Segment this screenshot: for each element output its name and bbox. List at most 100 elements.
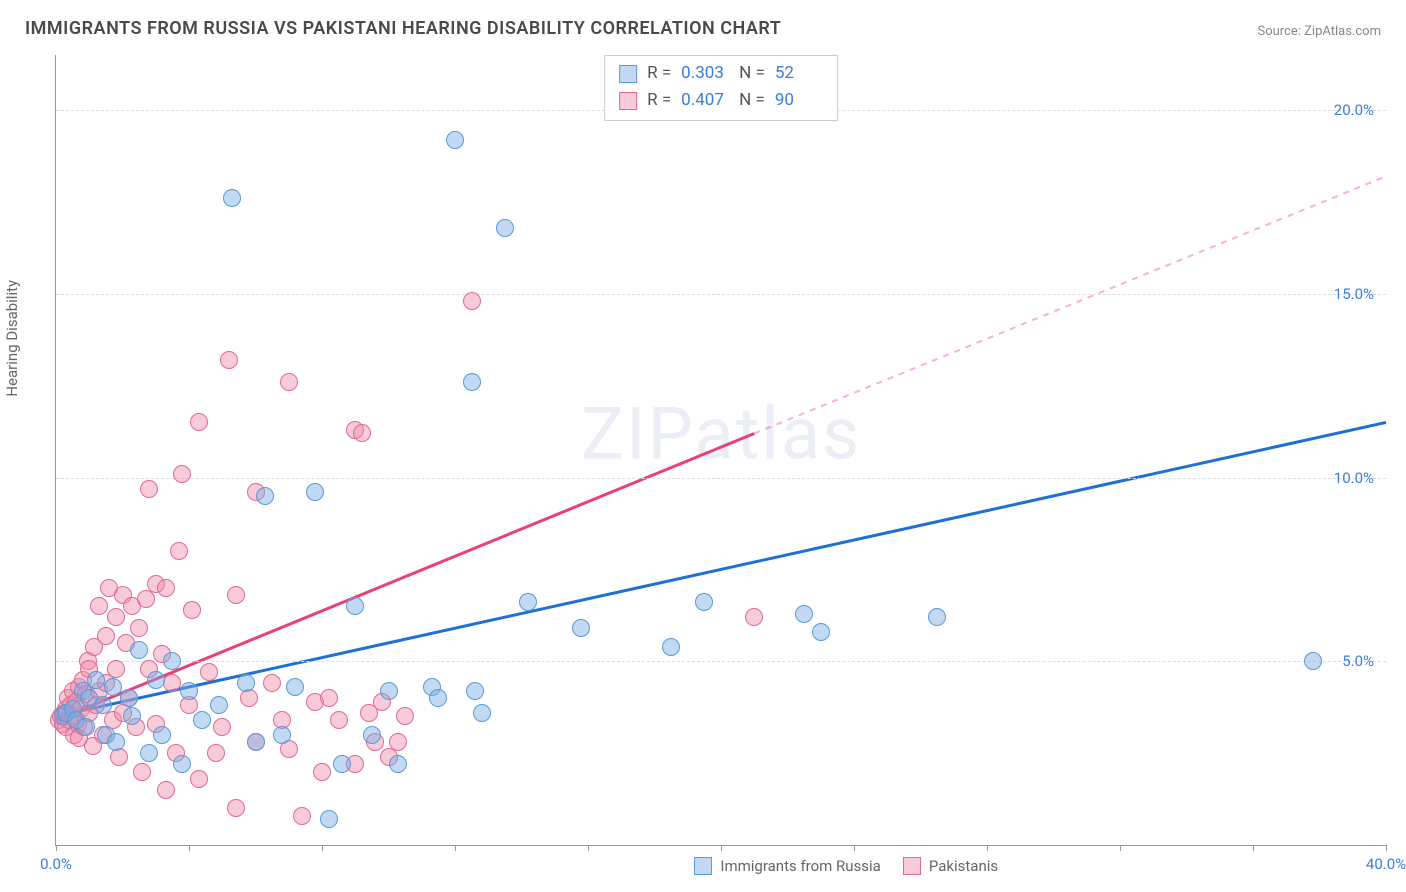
data-point	[183, 601, 201, 619]
data-point	[280, 373, 298, 391]
data-point	[389, 755, 407, 773]
stat-n-series1: 52	[775, 60, 823, 87]
data-point	[227, 799, 245, 817]
stat-n-series2: 90	[775, 87, 823, 114]
y-tick-label: 15.0%	[1334, 285, 1374, 303]
data-point	[200, 663, 218, 681]
data-point	[123, 707, 141, 725]
data-point	[97, 627, 115, 645]
y-tick-label: 5.0%	[1342, 652, 1374, 670]
data-point	[463, 292, 481, 310]
data-point	[190, 770, 208, 788]
data-point	[140, 744, 158, 762]
data-point	[153, 726, 171, 744]
trend-lines-layer	[56, 55, 1386, 845]
swatch-series2	[619, 92, 637, 110]
data-point	[213, 718, 231, 736]
trend-line	[754, 176, 1386, 433]
legend-swatch-series2	[903, 857, 921, 875]
data-point	[163, 652, 181, 670]
data-point	[120, 689, 138, 707]
data-point	[180, 682, 198, 700]
trend-line	[56, 422, 1386, 716]
data-point	[107, 660, 125, 678]
stats-row-series1: R = 0.303 N = 52	[619, 60, 823, 87]
stat-r-series2: 0.407	[681, 87, 729, 114]
stats-legend-box: R = 0.303 N = 52 R = 0.407 N = 90	[604, 55, 838, 121]
data-point	[207, 744, 225, 762]
data-point	[1304, 652, 1322, 670]
chart-container: IMMIGRANTS FROM RUSSIA VS PAKISTANI HEAR…	[0, 0, 1406, 892]
data-point	[320, 810, 338, 828]
data-point	[662, 638, 680, 656]
legend-label-series1: Immigrants from Russia	[720, 857, 880, 875]
data-point	[496, 219, 514, 237]
data-point	[396, 707, 414, 725]
data-point	[293, 807, 311, 825]
chart-source: Source: ZipAtlas.com	[1257, 24, 1381, 39]
data-point	[363, 726, 381, 744]
y-tick-label: 10.0%	[1334, 469, 1374, 487]
data-point	[220, 351, 238, 369]
plot-area: ZIPatlas R = 0.303 N = 52 R = 0.407 N = …	[55, 55, 1386, 846]
data-point	[389, 733, 407, 751]
data-point	[812, 623, 830, 641]
data-point	[193, 711, 211, 729]
data-point	[446, 131, 464, 149]
data-point	[237, 674, 255, 692]
x-tick-mark	[721, 845, 722, 851]
data-point	[210, 696, 228, 714]
data-point	[256, 487, 274, 505]
data-point	[157, 579, 175, 597]
stat-r-series1: 0.303	[681, 60, 729, 87]
data-point	[346, 597, 364, 615]
data-point	[473, 704, 491, 722]
data-point	[695, 593, 713, 611]
grid-line	[56, 478, 1386, 479]
x-tick-mark	[455, 845, 456, 851]
data-point	[306, 483, 324, 501]
x-tick-mark	[1386, 845, 1387, 851]
x-tick-mark	[322, 845, 323, 851]
x-tick-label: 40.0%	[1366, 855, 1406, 873]
x-tick-label: 0.0%	[40, 855, 72, 873]
y-tick-label: 20.0%	[1334, 101, 1374, 119]
data-point	[380, 682, 398, 700]
stat-label-n: N =	[739, 87, 765, 114]
data-point	[333, 755, 351, 773]
data-point	[745, 608, 763, 626]
data-point	[107, 733, 125, 751]
data-point	[107, 608, 125, 626]
data-point	[157, 781, 175, 799]
stat-label-n: N =	[739, 60, 765, 87]
x-tick-mark	[1120, 845, 1121, 851]
grid-line	[56, 294, 1386, 295]
data-point	[519, 593, 537, 611]
data-point	[273, 726, 291, 744]
grid-line	[56, 661, 1386, 662]
data-point	[133, 763, 151, 781]
y-axis-label: Hearing Disability	[3, 280, 21, 397]
data-point	[247, 733, 265, 751]
data-point	[330, 711, 348, 729]
legend-label-series2: Pakistanis	[929, 857, 998, 875]
data-point	[90, 597, 108, 615]
chart-title: IMMIGRANTS FROM RUSSIA VS PAKISTANI HEAR…	[25, 18, 781, 39]
x-tick-mark	[588, 845, 589, 851]
data-point	[313, 763, 331, 781]
data-point	[77, 718, 95, 736]
data-point	[320, 689, 338, 707]
bottom-legend: Immigrants from Russia Pakistanis	[694, 857, 998, 875]
data-point	[263, 674, 281, 692]
data-point	[94, 696, 112, 714]
stat-label-r: R =	[647, 87, 671, 114]
data-point	[466, 682, 484, 700]
data-point	[147, 671, 165, 689]
x-tick-mark	[189, 845, 190, 851]
data-point	[227, 586, 245, 604]
data-point	[104, 678, 122, 696]
data-point	[572, 619, 590, 637]
x-tick-mark	[56, 845, 57, 851]
swatch-series1	[619, 65, 637, 83]
data-point	[130, 641, 148, 659]
